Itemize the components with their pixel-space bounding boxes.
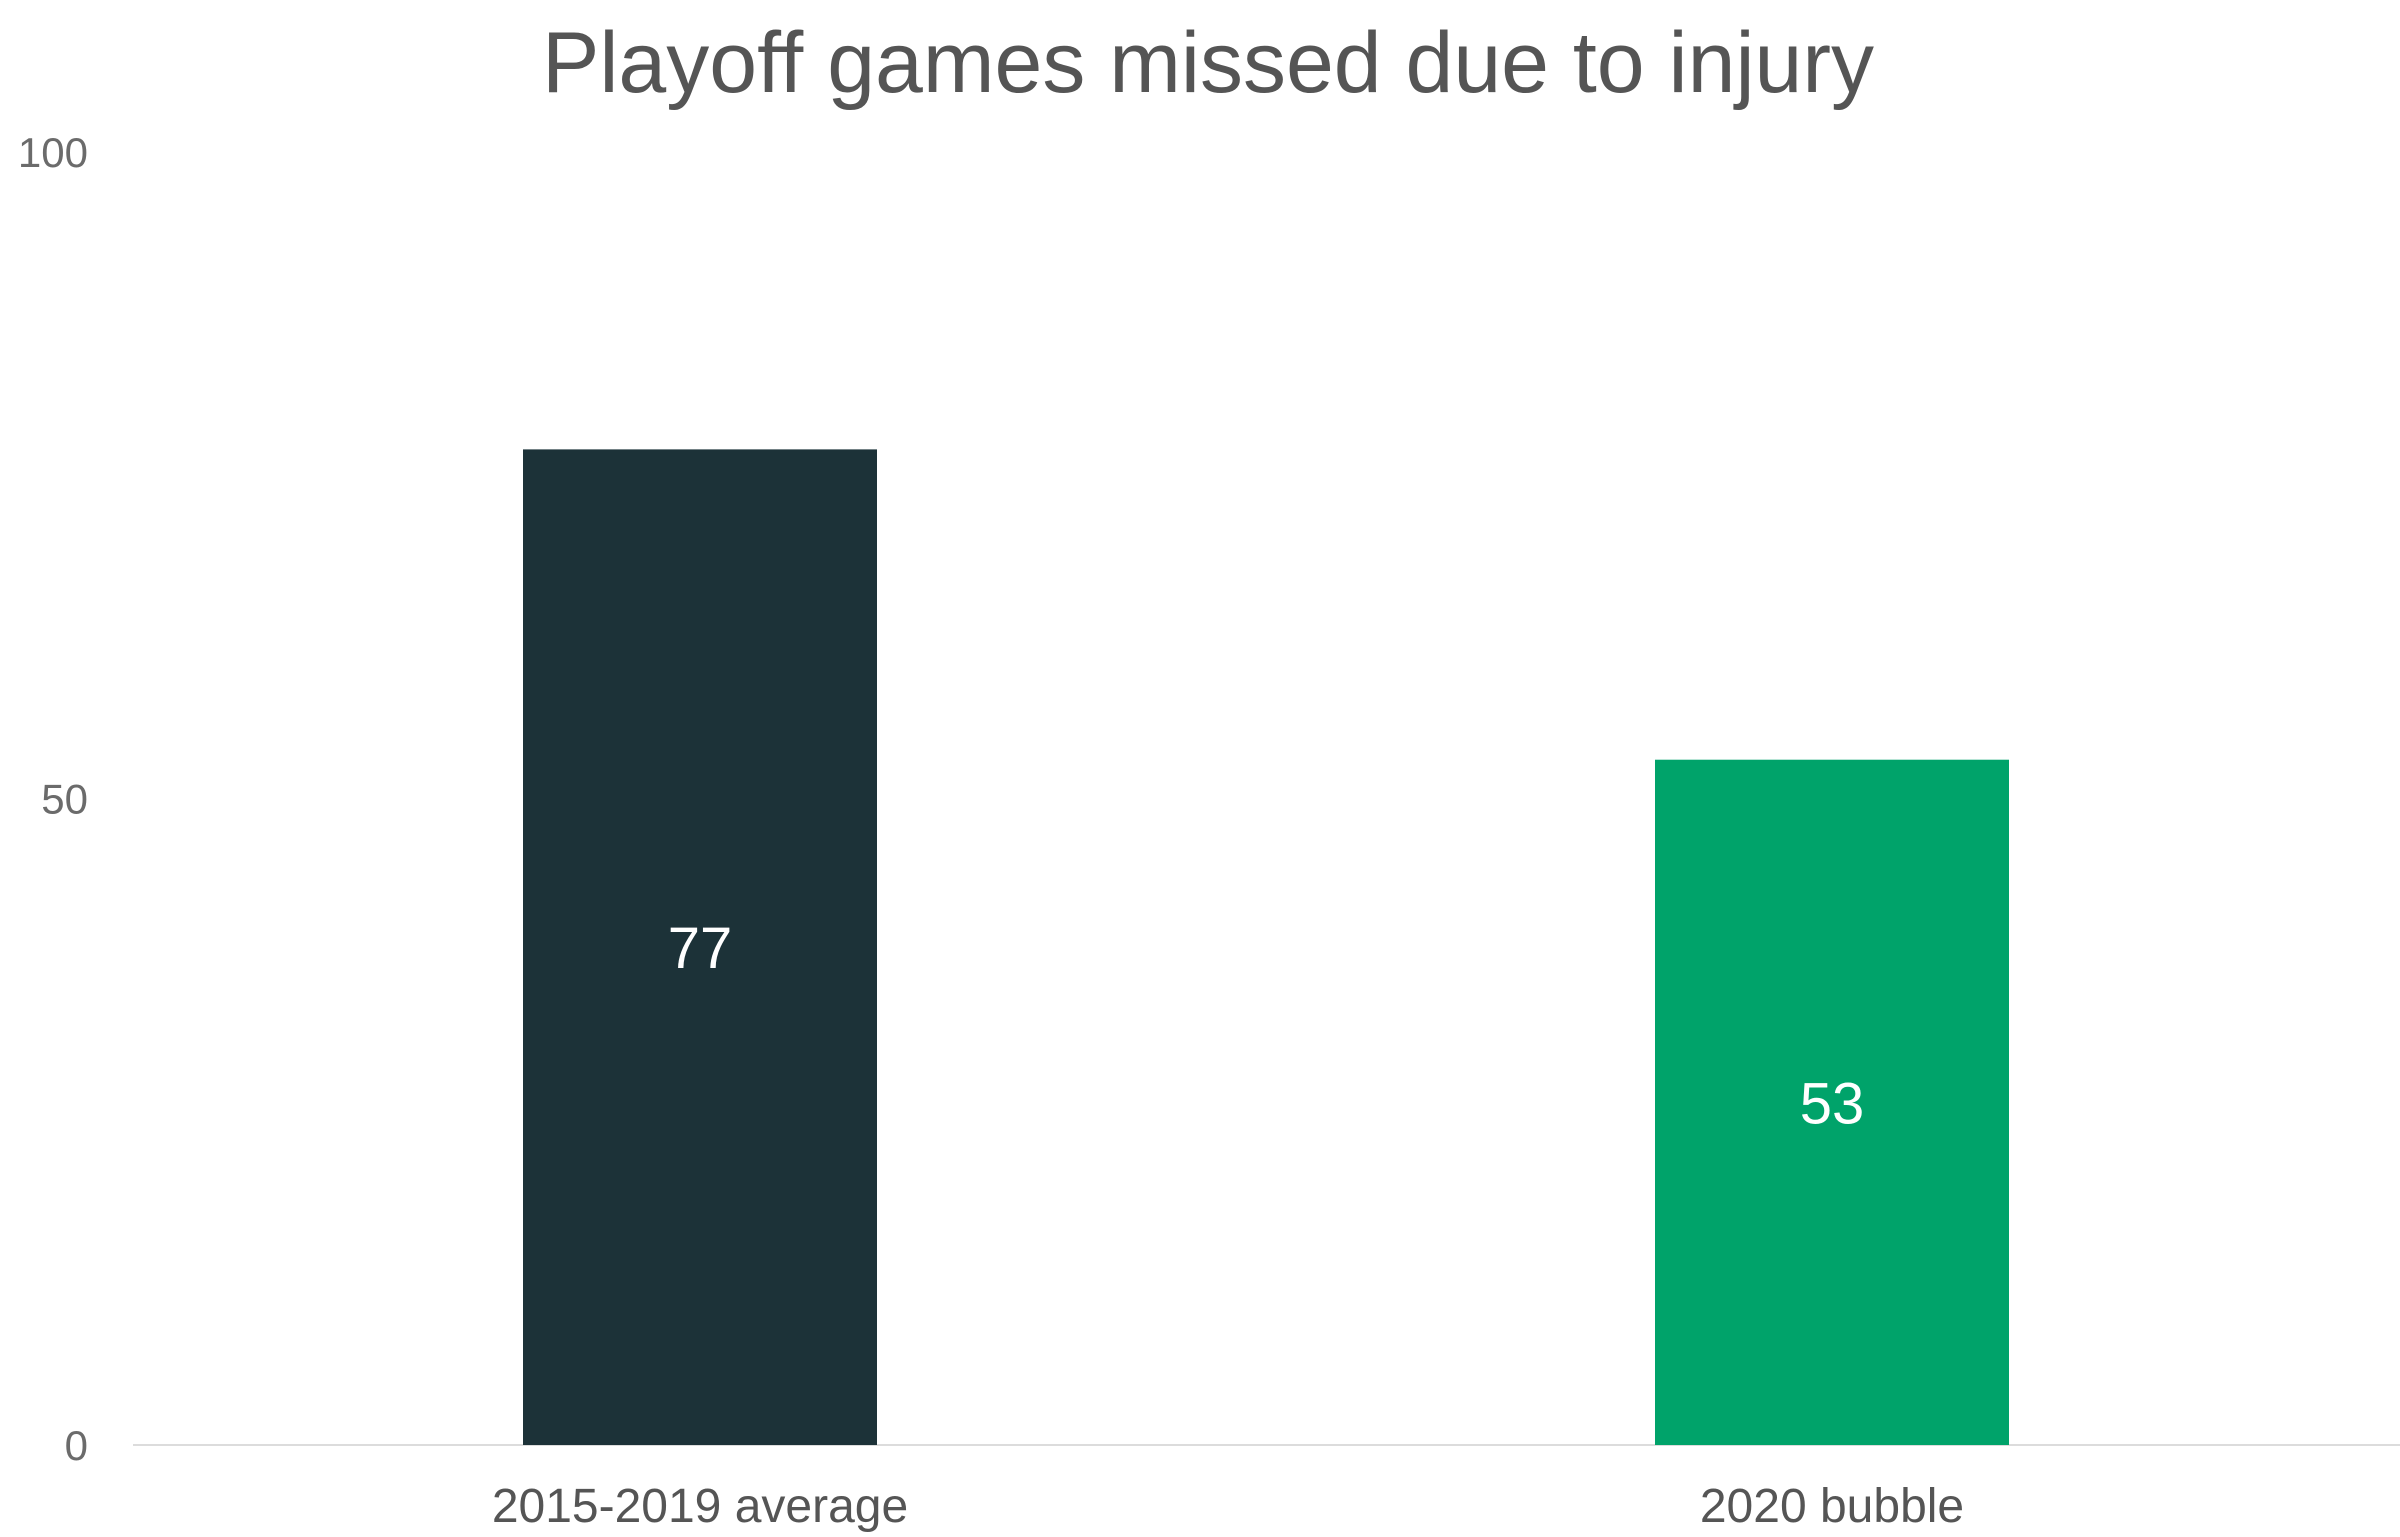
y-tick-label: 50: [41, 776, 88, 823]
bar: [1655, 759, 2009, 1445]
x-axis: 2015-2019 average 2020 bubble: [492, 1480, 1964, 1533]
data-labels-group: 77 53: [668, 916, 1865, 1136]
x-category-label: 2015-2019 average: [492, 1480, 908, 1533]
y-tick-label: 0: [65, 1422, 88, 1469]
y-axis: 0 50 100: [18, 129, 88, 1469]
chart-title: Playoff games missed due to injury: [542, 15, 1874, 111]
x-category-label: 2020 bubble: [1700, 1480, 1964, 1533]
bar: [523, 449, 877, 1445]
bar-value-label: 77: [668, 916, 733, 981]
bar-value-label: 53: [1800, 1071, 1865, 1136]
y-tick-label: 100: [18, 129, 88, 176]
bars-group: [523, 449, 2009, 1445]
